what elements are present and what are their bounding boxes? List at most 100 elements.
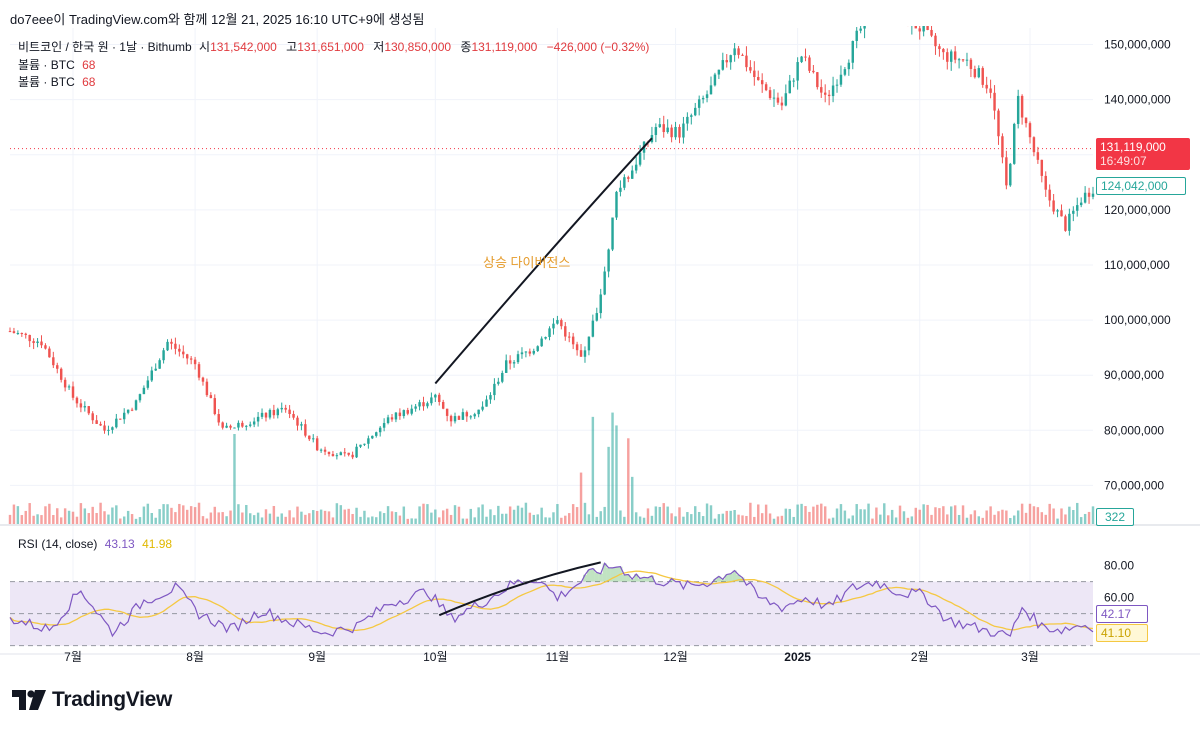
volume-bar	[481, 504, 484, 524]
candle-body	[241, 422, 244, 427]
volume-bar	[359, 516, 362, 524]
volume-bar	[686, 512, 689, 524]
volume-bar	[260, 517, 264, 524]
candle-body	[985, 84, 988, 89]
volume-bar	[642, 517, 646, 524]
volume-bar	[583, 502, 587, 524]
candle-body	[835, 84, 839, 86]
volume-bar	[166, 504, 169, 524]
volume-bar	[595, 516, 599, 524]
volume-bar	[430, 512, 433, 524]
candle-body	[398, 412, 402, 417]
tradingview-logo[interactable]: TradingView	[12, 688, 172, 712]
volume-bar	[197, 502, 201, 524]
candle-body	[863, 26, 866, 29]
candle-body	[245, 425, 248, 427]
volume-bar	[662, 503, 665, 524]
volume-bar	[205, 518, 209, 524]
volume-bar	[351, 513, 354, 524]
candle-body	[784, 93, 788, 106]
candle-body	[938, 46, 941, 50]
candle-body	[233, 427, 236, 429]
candle-body	[564, 326, 567, 337]
volume-bar	[1020, 503, 1024, 524]
volume-bar	[666, 506, 669, 524]
candle-body	[489, 395, 492, 400]
volume-bar	[926, 504, 929, 524]
candle-body	[402, 410, 406, 417]
candle-body	[75, 397, 79, 404]
volume-bar	[631, 476, 634, 524]
volume-bar	[497, 505, 500, 524]
candle-body	[611, 217, 614, 250]
symbol-label[interactable]: 비트코인 / 한국 원 · 1날 · Bithumb	[18, 40, 192, 54]
volume-legend-1[interactable]: 볼륨 · BTC 68	[18, 56, 95, 73]
candle-body	[16, 333, 20, 335]
volume-bar	[107, 514, 110, 524]
candle-body	[363, 443, 366, 445]
volume-bar	[465, 518, 469, 524]
volume-bar	[843, 510, 847, 524]
candle-body	[591, 320, 595, 337]
volume-bar	[44, 506, 47, 524]
rsi-value-tag: 42.17	[1096, 605, 1148, 623]
volume-bar	[323, 510, 327, 524]
candle-body	[552, 323, 555, 329]
volume-bar	[556, 504, 559, 524]
chart-canvas[interactable]: 70,000,000 80,000,000 90,000,000 100,000,00…	[0, 26, 1200, 671]
candle-body	[201, 377, 205, 382]
candle-body	[1060, 210, 1063, 217]
candle-body	[315, 438, 319, 451]
volume-bar	[587, 514, 591, 524]
candle-body	[753, 70, 756, 77]
candle-body	[816, 72, 819, 88]
rsi-axis-label: 80.00	[1104, 559, 1134, 573]
candle-body	[485, 399, 488, 407]
candle-body	[355, 446, 358, 458]
candle-body	[497, 381, 500, 384]
volume-bar	[512, 509, 516, 524]
volume-bar	[382, 513, 386, 524]
candle-body	[843, 69, 847, 75]
candle-body	[768, 90, 772, 99]
volume-bar	[800, 503, 803, 524]
volume-bar	[737, 514, 740, 524]
volume-bar	[304, 514, 307, 524]
candle-body	[568, 336, 571, 338]
candle-body	[142, 387, 146, 395]
candle-body	[690, 115, 693, 117]
volume-bar	[75, 516, 79, 524]
candle-body	[406, 410, 409, 414]
volume-bar	[827, 518, 831, 524]
volume-legend-2[interactable]: 볼륨 · BTC 68	[18, 73, 95, 90]
volume-bar	[335, 503, 339, 524]
candle-body	[441, 401, 445, 409]
rsi-overbought-fill	[646, 577, 650, 582]
candle-body	[276, 409, 280, 416]
candle-body	[504, 360, 508, 373]
volume-bar	[16, 506, 20, 524]
candle-body	[851, 41, 854, 63]
candle-body	[426, 403, 429, 407]
candle-body	[469, 416, 472, 418]
volume-bar	[193, 507, 197, 524]
rsi-legend[interactable]: RSI (14, close) 43.13 41.98	[18, 537, 172, 551]
candle-body	[288, 409, 291, 414]
volume-bar	[12, 504, 16, 524]
volume-bar	[694, 506, 697, 524]
candle-body	[953, 51, 957, 60]
volume-bar	[997, 511, 1000, 524]
candle-body	[12, 331, 16, 334]
rsi-pane	[9, 562, 1094, 647]
divergence-annotation[interactable]: 상승 다이버전스	[483, 255, 571, 270]
price-axis-label: 140,000,000	[1104, 93, 1171, 107]
volume-bar	[820, 503, 823, 524]
volume-bar	[327, 511, 331, 524]
candle-body	[312, 438, 315, 440]
candle-body	[304, 424, 307, 436]
candle-body	[249, 424, 252, 426]
candle-body	[800, 56, 803, 63]
volume-bar	[575, 507, 579, 524]
candle-body	[536, 346, 539, 351]
rsi-overbought-fill	[642, 577, 647, 582]
